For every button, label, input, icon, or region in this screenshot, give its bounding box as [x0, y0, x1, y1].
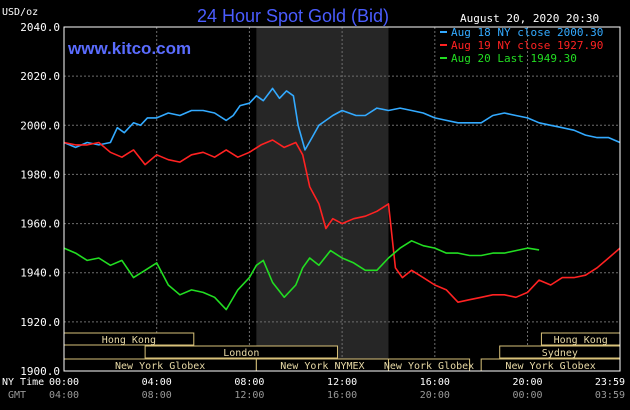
y-tick-label: 1940.0 [20, 267, 60, 280]
session-label: New York Globex [384, 361, 474, 372]
session-label: New York Globex [115, 361, 205, 372]
y-tick-label: 1900.0 [20, 365, 60, 378]
x-tick-gmt: 20:00 [420, 390, 450, 401]
y-tick-label: 1960.0 [20, 218, 60, 231]
session-label: Hong Kong [102, 335, 156, 346]
market-sessions: Hong Kong Hong Kong London Sydney New York G… [63, 332, 621, 372]
series-line-2 [63, 139, 621, 304]
session-label: London [223, 348, 259, 359]
session-label: Hong Kong [554, 335, 608, 346]
session-box [144, 345, 338, 359]
y-tick-label: 1920.0 [20, 316, 60, 329]
axes: 1900.0 1920.0 1940.0 1960.0 1980.0 2000.0 2020… [20, 21, 625, 401]
x-tick-ny: 23:59 [595, 377, 625, 388]
site-watermark: www.kitco.com [67, 39, 191, 58]
y-tick-label: 2000.0 [20, 119, 60, 132]
series-line-1 [63, 87, 621, 151]
x-tick-gmt: 08:00 [142, 390, 172, 401]
x-tick-ny: 12:00 [327, 377, 357, 388]
x-tick-ny: 00:00 [49, 377, 79, 388]
x-tick-ny: 16:00 [420, 377, 450, 388]
session-label: Sydney [542, 348, 578, 359]
nymex-shade [256, 27, 389, 371]
series-lines [63, 87, 621, 311]
y-tick-label: 1980.0 [20, 168, 60, 181]
chart-title: 24 Hour Spot Gold (Bid) [197, 6, 389, 26]
grid [64, 27, 620, 371]
gmt-label: GMT [8, 390, 26, 401]
series-line-3 [63, 240, 540, 311]
x-tick-ny: 04:00 [142, 377, 172, 388]
ny-time-label: NY Time [2, 377, 44, 388]
nymex-shaded-region [256, 27, 389, 371]
plot-frame [63, 26, 621, 372]
y-tick-label: 2020.0 [20, 70, 60, 83]
legend-entry: Aug 19 NY close 1927.90 [451, 39, 603, 52]
x-tick-gmt: 16:00 [327, 390, 357, 401]
x-tick-gmt: 03:59 [595, 390, 625, 401]
x-tick-gmt: 00:00 [512, 390, 542, 401]
timestamp: August 20, 2020 20:30 [460, 12, 599, 25]
session-label: New York Globex [505, 361, 595, 372]
x-tick-ny: 08:00 [234, 377, 264, 388]
x-tick-gmt: 12:00 [234, 390, 264, 401]
legend-entry: Aug 20 Last 1949.30 [451, 52, 577, 65]
x-tick-ny: 20:00 [512, 377, 542, 388]
x-tick-gmt: 04:00 [49, 390, 79, 401]
session-label: New York NYMEX [280, 361, 364, 372]
legend-entry: Aug 18 NY close 2000.30 [451, 26, 603, 39]
y-tick-label: 2040.0 [20, 21, 60, 34]
y-axis-unit: USD/oz [2, 7, 38, 18]
